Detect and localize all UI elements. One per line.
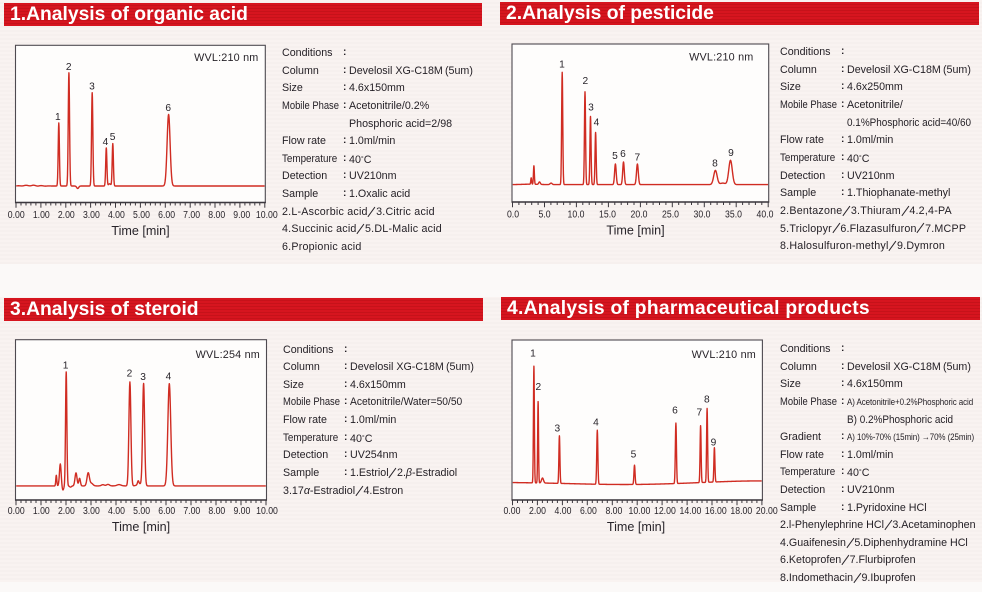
svg-text:14.00: 14.00 — [680, 506, 702, 517]
svg-text:0.00: 0.00 — [8, 210, 25, 221]
svg-text:2: 2 — [127, 369, 133, 380]
svg-text:0.00: 0.00 — [504, 506, 521, 517]
svg-text:6: 6 — [672, 406, 678, 417]
svg-text:2.00: 2.00 — [58, 506, 75, 517]
svg-text:20.00: 20.00 — [756, 506, 778, 517]
svg-text:WVL:210 nm: WVL:210 nm — [689, 51, 753, 63]
svg-text:4: 4 — [103, 137, 109, 148]
svg-text:5.0: 5.0 — [538, 209, 550, 220]
svg-text:9: 9 — [728, 148, 734, 159]
svg-text:9: 9 — [711, 438, 717, 449]
svg-text:7.00: 7.00 — [183, 210, 200, 221]
svg-text:6: 6 — [620, 149, 626, 160]
svg-text:40.0: 40.0 — [757, 209, 774, 220]
svg-text:35.0: 35.0 — [725, 209, 742, 220]
svg-text:18.00: 18.00 — [730, 506, 752, 517]
svg-text:3.00: 3.00 — [83, 210, 100, 221]
svg-text:9.00: 9.00 — [233, 506, 250, 517]
svg-text:10.0: 10.0 — [568, 209, 585, 220]
svg-text:8.00: 8.00 — [208, 210, 225, 221]
svg-text:4.00: 4.00 — [108, 506, 125, 517]
svg-text:8.00: 8.00 — [208, 506, 225, 517]
svg-text:2: 2 — [582, 76, 588, 87]
svg-text:10.00: 10.00 — [256, 210, 278, 221]
svg-text:0.00: 0.00 — [8, 506, 25, 517]
svg-text:5.00: 5.00 — [133, 506, 150, 517]
svg-text:16.00: 16.00 — [705, 506, 727, 517]
svg-text:8: 8 — [712, 158, 718, 169]
svg-text:5: 5 — [110, 132, 116, 143]
svg-text:2: 2 — [66, 62, 72, 73]
svg-text:10.00: 10.00 — [629, 506, 651, 517]
svg-text:3.00: 3.00 — [83, 506, 100, 517]
svg-text:4: 4 — [166, 372, 172, 383]
svg-text:7: 7 — [634, 152, 640, 163]
svg-text:30.0: 30.0 — [694, 209, 711, 220]
svg-text:Time [min]: Time [min] — [112, 520, 170, 534]
svg-text:2: 2 — [535, 382, 541, 393]
svg-text:4: 4 — [594, 118, 600, 129]
svg-text:1.00: 1.00 — [33, 210, 50, 221]
svg-text:12.00: 12.00 — [654, 506, 676, 517]
svg-text:4.00: 4.00 — [555, 506, 572, 517]
svg-text:WVL:254 nm: WVL:254 nm — [196, 349, 260, 361]
svg-text:1: 1 — [530, 349, 536, 360]
svg-text:4: 4 — [593, 418, 599, 429]
svg-text:6.00: 6.00 — [580, 506, 597, 517]
svg-text:6.00: 6.00 — [158, 210, 175, 221]
svg-text:5: 5 — [631, 450, 637, 461]
svg-text:6: 6 — [165, 103, 171, 114]
svg-text:1: 1 — [559, 60, 565, 71]
svg-text:20.0: 20.0 — [631, 209, 648, 220]
svg-text:5.00: 5.00 — [133, 210, 150, 221]
svg-text:3: 3 — [554, 424, 560, 435]
svg-text:3: 3 — [140, 372, 146, 383]
svg-text:WVL:210 nm: WVL:210 nm — [194, 52, 258, 64]
svg-text:Time [min]: Time [min] — [606, 223, 664, 237]
svg-text:1: 1 — [63, 361, 69, 372]
svg-text:3: 3 — [588, 103, 594, 114]
svg-text:2.00: 2.00 — [58, 210, 75, 221]
svg-text:Time [min]: Time [min] — [111, 224, 169, 238]
svg-text:3: 3 — [89, 82, 95, 93]
svg-text:5: 5 — [612, 151, 618, 162]
svg-text:7.00: 7.00 — [183, 506, 200, 517]
svg-text:0.0: 0.0 — [507, 209, 519, 220]
svg-text:6.00: 6.00 — [158, 506, 175, 517]
svg-text:8: 8 — [704, 395, 710, 406]
svg-text:1.00: 1.00 — [33, 506, 50, 517]
svg-text:1: 1 — [55, 112, 61, 123]
svg-text:25.0: 25.0 — [662, 209, 679, 220]
svg-text:15.0: 15.0 — [599, 209, 616, 220]
svg-text:10.00: 10.00 — [256, 506, 278, 517]
svg-text:4.00: 4.00 — [108, 210, 125, 221]
svg-text:9.00: 9.00 — [233, 210, 250, 221]
svg-text:8.00: 8.00 — [605, 506, 622, 517]
svg-text:WVL:210 nm: WVL:210 nm — [692, 349, 756, 361]
svg-text:Time [min]: Time [min] — [607, 520, 665, 534]
svg-text:7: 7 — [696, 408, 702, 419]
svg-text:2.00: 2.00 — [529, 506, 546, 517]
